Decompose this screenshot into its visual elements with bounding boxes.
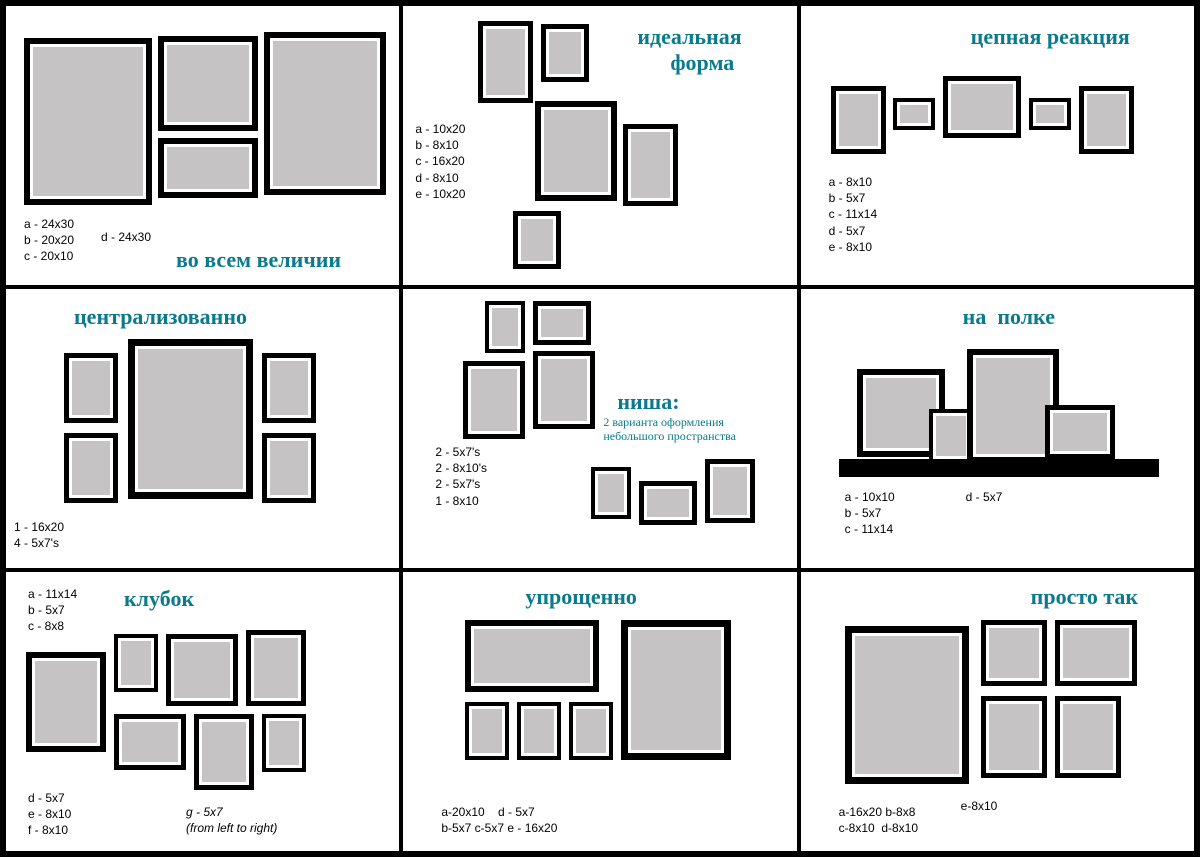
legend-text: a - 11x14 b - 5x7 c - 8x8 (28, 586, 77, 635)
cell-9: просто так a-16x20 b-8x8 c-8x10 d-8x10 e-8… (801, 572, 1194, 851)
cell-7: клубок a - 11x14 b - 5x7 c - 8x8 d - 5x7 e… (6, 572, 399, 851)
picture-frame (1055, 620, 1137, 686)
picture-frame (463, 361, 525, 439)
picture-frame (705, 459, 755, 523)
picture-frame (114, 634, 158, 692)
picture-frame (591, 467, 631, 519)
cell-6: на полке a - 10x10 b - 5x7 c - 11x14 d - 5… (801, 289, 1194, 568)
cell-2: идеальная форма a - 10x20 b - 8x10 c - 16… (403, 6, 796, 285)
picture-frame (1079, 86, 1134, 154)
picture-frame (513, 211, 561, 269)
picture-frame (1029, 98, 1071, 130)
picture-frame (623, 124, 678, 206)
picture-frame (465, 620, 599, 692)
picture-frame (166, 634, 238, 706)
picture-frame (981, 696, 1047, 778)
cell-title: на полке (963, 304, 1055, 330)
legend-text: 1 - 16x20 4 - 5x7's (14, 519, 64, 551)
picture-frame (517, 702, 561, 760)
picture-frame (1055, 696, 1121, 778)
picture-frame (465, 702, 509, 760)
legend-text: a - 10x20 b - 8x10 c - 16x20 d - 8x10 e … (415, 121, 465, 202)
cell-title: упрощенно (525, 584, 637, 610)
cell-8: упрощенно a-20x10 d - 5x7 b-5x7 c-5x7 e -… (403, 572, 796, 851)
picture-frame (158, 36, 258, 131)
picture-frame (981, 620, 1047, 686)
legend-text: d - 5x7 (966, 489, 1003, 505)
picture-frame (541, 24, 589, 82)
picture-frame (264, 32, 386, 195)
picture-frame (1045, 405, 1115, 459)
cell-title: во всем величии (176, 247, 341, 273)
legend-text: a - 8x10 b - 5x7 c - 11x14 d - 5x7 e - 8… (829, 174, 877, 255)
cell-5: ниша:2 варианта оформления небольшого пр… (403, 289, 796, 568)
legend-text: g - 5x7 (from left to right) (186, 804, 277, 836)
cell-1: во всем величии a - 24x30 b - 20x20 c - 2… (6, 6, 399, 285)
picture-frame (845, 626, 969, 784)
cell-title: просто так (1031, 584, 1138, 610)
legend-text: 2 - 5x7's 2 - 8x10's 2 - 5x7's 1 - 8x10 (435, 444, 487, 509)
picture-frame (569, 702, 613, 760)
cell-subtitle: 2 варианта оформления небольшого простра… (603, 415, 736, 444)
picture-frame (262, 353, 316, 423)
cell-4: централизованно 1 - 16x20 4 - 5x7's (6, 289, 399, 568)
picture-frame (943, 76, 1021, 138)
picture-frame (639, 481, 697, 525)
legend-text: d - 5x7 e - 8x10 f - 8x10 (28, 790, 71, 839)
picture-frame (262, 714, 306, 772)
picture-frame (194, 714, 254, 790)
cell-title: централизованно (74, 304, 247, 330)
picture-frame (533, 301, 591, 345)
picture-frame (246, 630, 306, 706)
cell-title: идеальная форма (637, 24, 741, 76)
legend-text: a-20x10 d - 5x7 b-5x7 c-5x7 e - 16x20 (441, 804, 557, 836)
cell-title: цепная реакция (971, 24, 1130, 50)
cell-3: цепная реакция a - 8x10 b - 5x7 c - 11x14… (801, 6, 1194, 285)
picture-frame (262, 433, 316, 503)
picture-frame (114, 714, 186, 770)
picture-frame (26, 652, 106, 752)
picture-frame (478, 21, 533, 103)
picture-frame (24, 38, 152, 205)
picture-frame (535, 101, 617, 201)
legend-text: e-8x10 (961, 798, 998, 814)
picture-frame (485, 301, 525, 353)
legend-text: d - 24x30 (101, 229, 151, 245)
picture-frame (533, 351, 595, 429)
legend-text: a-16x20 b-8x8 c-8x10 d-8x10 (839, 804, 918, 836)
legend-text: a - 24x30 b - 20x20 c - 20x10 (24, 216, 74, 265)
picture-frame (893, 98, 935, 130)
picture-frame (64, 433, 118, 503)
cell-title: клубок (124, 586, 194, 612)
picture-frame (64, 353, 118, 423)
cell-title: ниша: (617, 389, 679, 415)
picture-frame (158, 138, 258, 198)
picture-frame (128, 339, 253, 499)
picture-frame (831, 86, 886, 154)
picture-frame (621, 620, 731, 760)
legend-text: a - 10x10 b - 5x7 c - 11x14 (845, 489, 895, 538)
layout-grid: во всем величии a - 24x30 b - 20x20 c - 2… (0, 0, 1200, 857)
